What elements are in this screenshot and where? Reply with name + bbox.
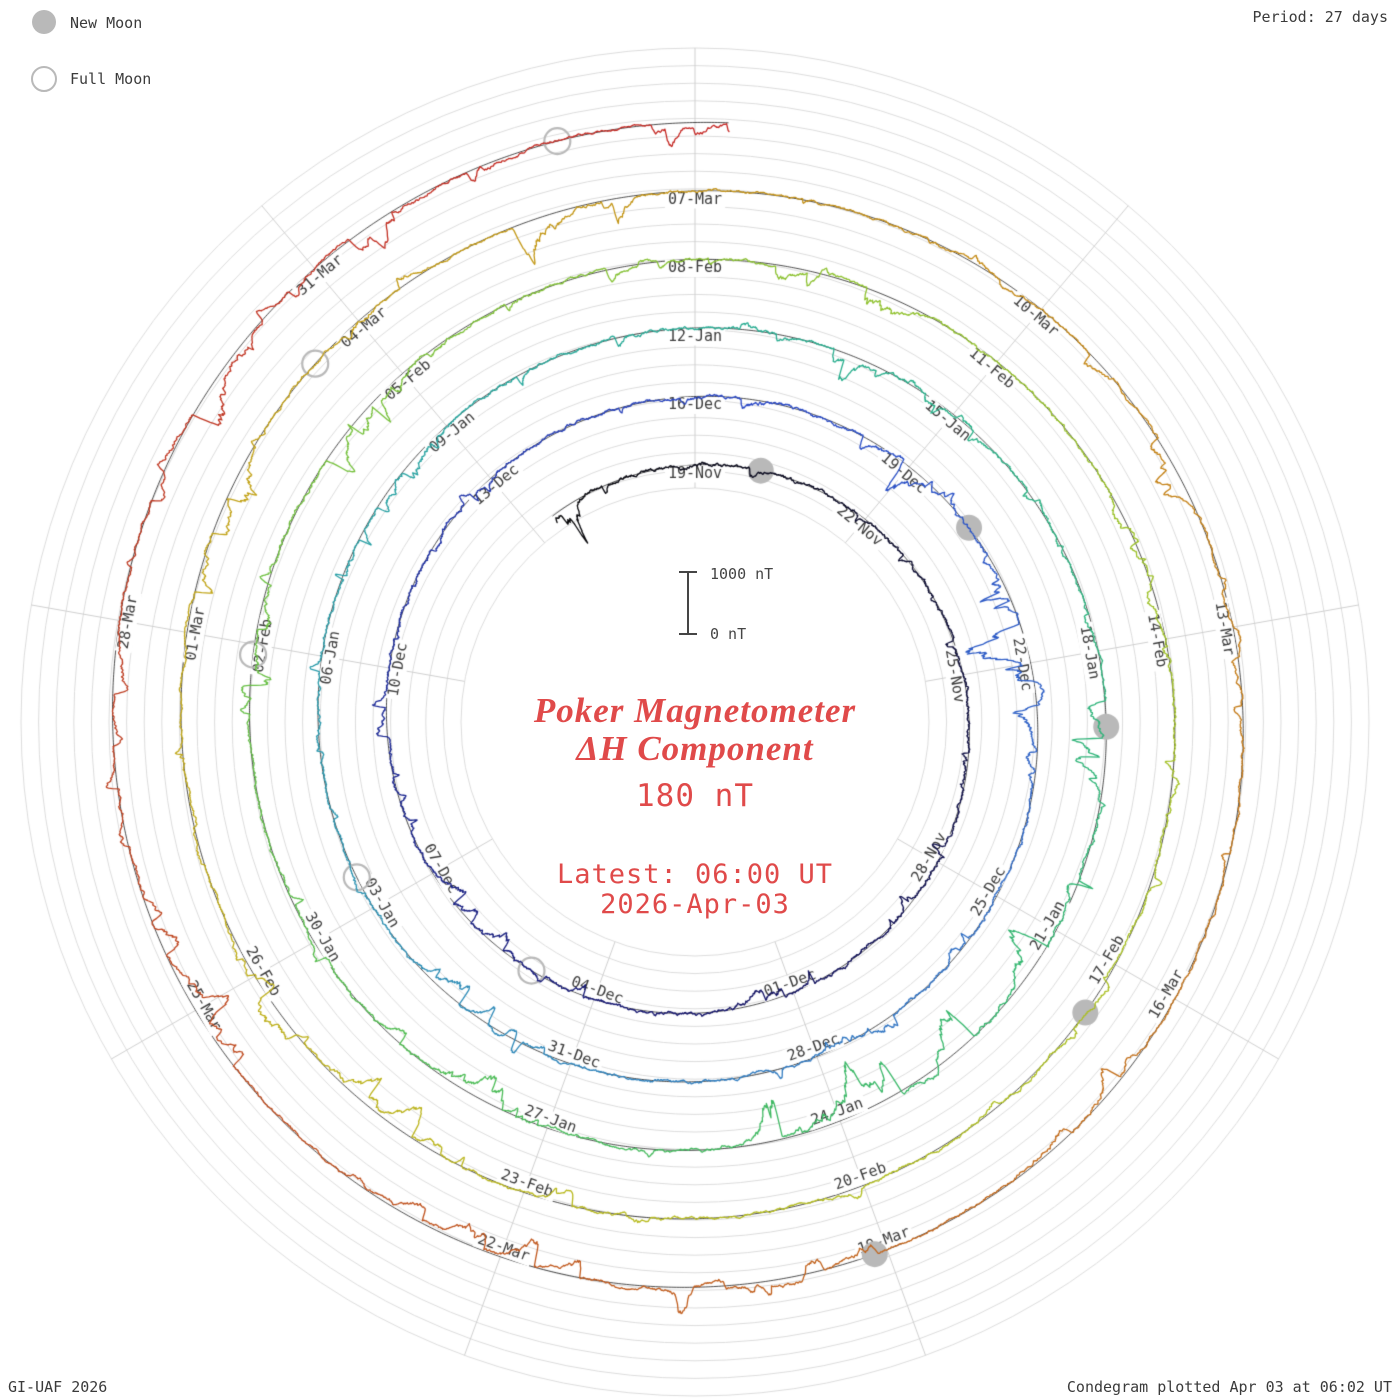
full-moon-icon <box>31 66 57 92</box>
scale-bar-bottom-cap <box>679 633 697 635</box>
latest-time-label: Latest: 06:00 UT <box>556 859 834 890</box>
center-annotation: Poker Magnetometer ΔH Component 180 nT L… <box>395 692 995 920</box>
nt-scale-bar: 1000 nT 0 nT <box>660 565 840 648</box>
plot-title-line2: ΔH Component <box>576 729 814 768</box>
scale-bar-bottom-label: 0 nT <box>710 625 747 643</box>
new-moon-label: New Moon <box>70 14 143 32</box>
new-moon-icon <box>32 10 56 34</box>
scale-bar-top-label: 1000 nT <box>710 565 774 583</box>
plotted-timestamp-label: Condegram plotted Apr 03 at 06:02 UT <box>1066 1378 1392 1396</box>
credit-label: GI-UAF 2026 <box>8 1378 108 1396</box>
scale-value-label: 180 nT <box>636 778 754 814</box>
plot-title-line1: Poker Magnetometer <box>533 691 857 730</box>
moon-legend: New Moon Full Moon <box>0 0 260 110</box>
full-moon-label: Full Moon <box>70 70 152 88</box>
period-label: Period: 27 days <box>1252 8 1388 26</box>
latest-date-label: 2026-Apr-03 <box>600 889 790 920</box>
scale-bar-line <box>687 572 689 634</box>
